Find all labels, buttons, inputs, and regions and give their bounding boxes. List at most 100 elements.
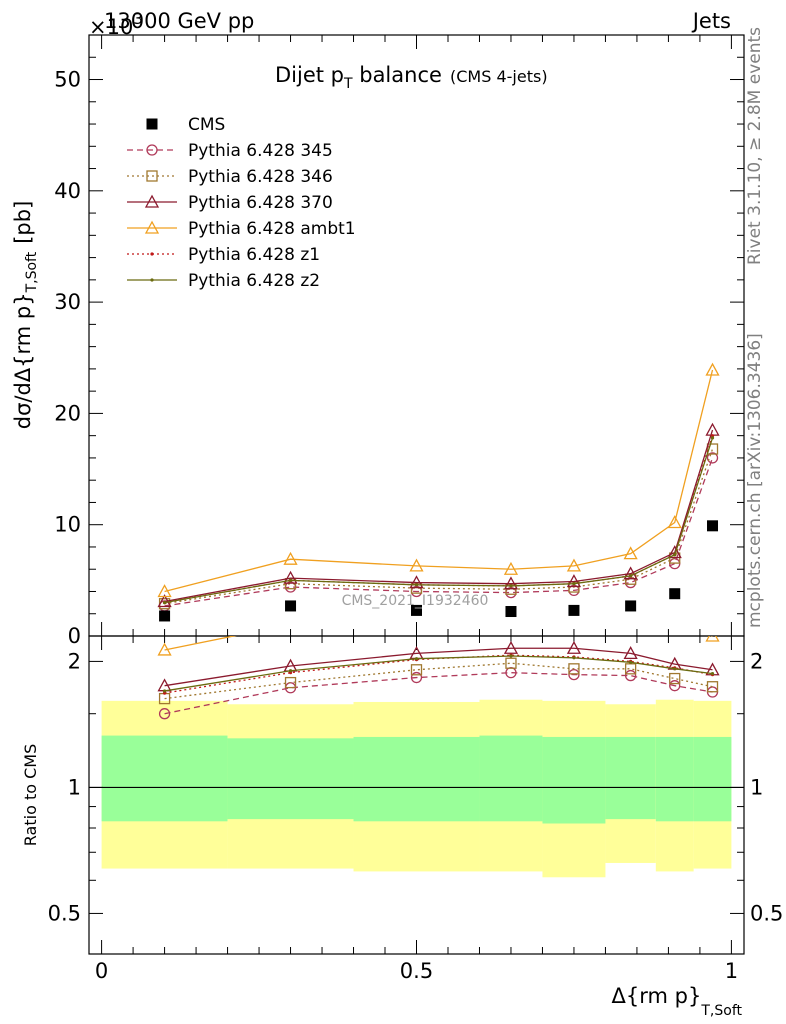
main-data-point [705, 422, 720, 436]
ratio-series-line [164, 636, 713, 651]
rivet-version-label: Rivet 3.1.10, ≥ 2.8M events [745, 27, 765, 265]
ratio-data-point [285, 619, 297, 630]
main-ytick-label: 0 [68, 624, 81, 648]
ratio-data-point [162, 689, 167, 693]
legend-label: Pythia 6.428 345 [188, 141, 333, 161]
main-data-point [706, 452, 719, 464]
ratio-data-point [669, 672, 681, 685]
main-data-point [705, 362, 720, 376]
inner-uncertainty-band [227, 738, 354, 820]
ratio-series-line [164, 647, 713, 687]
main-series [158, 443, 719, 610]
ratio-ytick-label-right: 2 [750, 649, 763, 673]
legend-label: Pythia 6.428 346 [188, 167, 333, 187]
legend-label: Pythia 6.428 z1 [188, 245, 320, 265]
ratio-series-line [164, 672, 713, 715]
main-data-point [409, 558, 424, 572]
main-data-point [667, 515, 682, 529]
ratio-data-point [157, 642, 172, 656]
ratio-data-point [624, 669, 637, 682]
header-energy-label: 13000 GeV pp [104, 9, 254, 33]
main-ylabel-group: dσ/dΔ{rm p}T,Soft [pb] [11, 201, 40, 430]
main-data-point [157, 584, 172, 598]
legend: CMS Pythia 6.428 345 Pythia 6.428 346 Pythi… [127, 115, 356, 291]
inner-uncertainty-band [693, 736, 732, 822]
xtick-label: 0.5 [400, 959, 433, 983]
main-data-point [157, 594, 172, 608]
ratio-data-point [568, 663, 580, 675]
ratio-data-point [706, 681, 719, 693]
main-ytick-label: 50 [54, 68, 81, 92]
ratio-bands [101, 699, 732, 878]
main-ytick-label: 10 [54, 513, 81, 537]
main-data-point [710, 434, 715, 438]
ratio-data-point [414, 657, 419, 661]
header-jets-label: Jets [691, 9, 731, 33]
ratio-ytick-label-right: 1 [750, 775, 763, 799]
main-data-point [503, 561, 519, 575]
legend-marker [146, 144, 158, 156]
main-data-point [673, 553, 677, 557]
ratio-series [158, 657, 719, 705]
main-data-point [414, 583, 419, 587]
main-ytick-label: 30 [54, 290, 81, 314]
xtick-label: 0 [95, 959, 108, 983]
main-ytick-label: 40 [54, 179, 81, 203]
main-ytick-label: 20 [54, 401, 81, 425]
ratio-data-point [710, 672, 715, 676]
ratio-data-point [284, 676, 297, 689]
xlabel-sub: T,Soft [700, 1003, 742, 1019]
ratio-data-point [705, 636, 720, 642]
ratio-series [157, 640, 720, 692]
ratio-ytick-label: 0.5 [48, 901, 81, 925]
legend-marker [144, 194, 160, 208]
main-cms-data-point [669, 588, 681, 600]
main-cms-data-point [411, 604, 422, 616]
ratio-data-point [568, 668, 580, 681]
exponent-value: 3 [133, 10, 143, 28]
main-ylabel-sub: T,Soft [24, 251, 40, 293]
main-ylabel-unit: [pb] [11, 201, 35, 244]
ratio-data-point [629, 660, 633, 664]
mcplots-label: mcplots.cern.ch [arXiv:1306.3436] [745, 333, 765, 628]
xlabel-text: Δ{rm p} [612, 984, 702, 1008]
chart-title-main: Dijet p [275, 63, 344, 87]
main-series-line [164, 369, 714, 593]
ratio-data-point [669, 619, 681, 630]
inner-uncertainty-band [542, 736, 606, 824]
inner-uncertainty-band [101, 735, 228, 822]
legend-marker [150, 278, 154, 282]
ratio-series [157, 611, 720, 656]
legend-label: Pythia 6.428 ambt1 [188, 219, 356, 239]
main-data-point [566, 574, 582, 588]
ratio-ylabel: Ratio to CMS [21, 744, 40, 846]
ratio-data-point [623, 646, 638, 660]
ratio-data-point [410, 671, 423, 684]
ratio-data-point [625, 611, 637, 622]
main-series-line [164, 437, 714, 604]
legend-label: CMS [188, 115, 225, 135]
ratio-ytick-label-right: 0.5 [750, 901, 783, 925]
ratio-panel: 0.5 0.51 12 20 0.5 1 [48, 611, 783, 983]
xlabel: Δ{rm p}T,Soft [612, 984, 743, 1019]
main-data-point [706, 443, 719, 455]
main-series-line [164, 429, 714, 603]
ratio-data-point [572, 656, 576, 660]
main-ylabel: dσ/dΔ{rm p}T,Soft [pb] [11, 201, 40, 430]
ratio-ytick-label: 1 [68, 775, 81, 799]
main-cms-series [159, 520, 719, 622]
ratio-data-point [509, 654, 513, 658]
chart-title-rest: balance [353, 63, 442, 87]
main-cms-data-point [505, 606, 517, 618]
main-data-point [667, 545, 682, 559]
main-data-point [283, 570, 298, 584]
ratio-data-point [566, 640, 582, 654]
ratio-data-point [158, 708, 171, 720]
main-data-point [710, 436, 715, 440]
ratio-data-point [505, 657, 517, 669]
main-cms-data-point [159, 610, 171, 622]
main-data-point [162, 601, 167, 605]
legend-marker [150, 252, 154, 256]
main-data-point [503, 576, 519, 590]
